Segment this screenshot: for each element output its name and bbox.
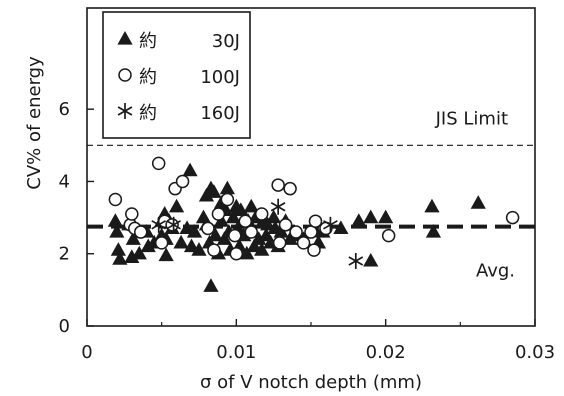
triangle-point xyxy=(124,249,140,263)
triangle-point xyxy=(282,231,298,245)
x-tick-label: 0.01 xyxy=(216,342,256,363)
circle-point xyxy=(108,192,123,207)
legend-label-value: 30J xyxy=(212,31,240,52)
jis-limit-label: JIS Limit xyxy=(435,108,508,129)
data-points xyxy=(107,156,520,292)
circle-point xyxy=(244,225,259,239)
circle-point xyxy=(254,207,269,221)
triangle-point xyxy=(216,231,232,245)
asterisk-point xyxy=(348,252,364,269)
triangle-point xyxy=(363,252,379,267)
legend-label-prefix: 約 xyxy=(139,67,157,88)
y-axis: 0 2 4 6 xyxy=(59,99,94,337)
circle-point xyxy=(201,221,215,236)
circle-point xyxy=(207,243,221,257)
x-tick-label: 0.02 xyxy=(366,342,406,363)
triangle-point xyxy=(243,198,259,213)
legend-item: 約 100J xyxy=(118,67,240,88)
triangle-point xyxy=(110,242,126,256)
triangle-point xyxy=(203,278,219,292)
asterisk-point xyxy=(270,198,286,215)
triangle-point xyxy=(112,251,128,265)
legend-label-value: 160J xyxy=(200,103,240,124)
legend-triangle-icon xyxy=(117,31,133,45)
legend-circle-icon xyxy=(118,68,132,82)
legend-asterisk-icon xyxy=(117,103,133,119)
legend-label-prefix: 約 xyxy=(139,103,157,124)
triangle-point xyxy=(239,245,255,260)
circle-point xyxy=(289,225,303,239)
y-tick-label: 4 xyxy=(59,171,70,192)
circle-point xyxy=(220,192,235,207)
triangle-point xyxy=(425,224,442,238)
asterisk-point xyxy=(323,216,338,233)
triangle-point xyxy=(125,231,141,245)
triangle-point xyxy=(470,195,486,209)
triangle-point xyxy=(158,247,174,262)
triangle-point xyxy=(169,198,185,213)
triangle-point xyxy=(186,224,203,238)
circle-point xyxy=(278,218,293,232)
circle-point xyxy=(272,236,287,250)
triangle-point xyxy=(206,184,222,198)
x-axis: 0 0.01 0.02 0.03 xyxy=(81,319,555,363)
circle-point xyxy=(228,228,242,243)
x-tick-label: 0.03 xyxy=(515,342,555,363)
triangle-point xyxy=(333,220,349,235)
circle-point xyxy=(308,214,323,228)
triangle-point xyxy=(351,213,367,227)
circle-point xyxy=(229,246,244,261)
x-tick-label: 0 xyxy=(81,342,92,363)
circle-point xyxy=(238,214,253,228)
triangle-point xyxy=(207,227,224,242)
y-axis-title: CV% of energy xyxy=(24,56,45,190)
x-axis-title: σ of V notch depth (mm) xyxy=(200,372,422,393)
triangle-point xyxy=(182,162,198,177)
triangle-point xyxy=(424,198,440,213)
triangle-point xyxy=(109,224,125,238)
circle-point xyxy=(134,225,148,239)
triangle-point xyxy=(254,242,270,256)
circle-point xyxy=(271,178,285,192)
circle-point xyxy=(283,181,297,196)
legend-label-value: 100J xyxy=(200,67,240,88)
circle-point xyxy=(505,210,520,225)
circle-point xyxy=(296,236,311,250)
legend-label-prefix: 約 xyxy=(139,31,157,52)
triangle-point xyxy=(107,213,123,227)
circle-point xyxy=(211,207,226,221)
y-tick-label: 2 xyxy=(59,244,70,265)
y-tick-label: 6 xyxy=(59,99,70,120)
triangle-point xyxy=(266,209,282,224)
triangle-point xyxy=(131,245,147,260)
legend: 約 30J 約 100J 約 160J xyxy=(102,11,251,139)
circle-point xyxy=(154,236,169,250)
triangle-point xyxy=(191,242,207,256)
triangle-point xyxy=(273,224,289,238)
circle-point xyxy=(381,228,396,243)
average-label: Avg. xyxy=(476,261,515,282)
circle-point xyxy=(151,156,166,171)
triangle-point xyxy=(378,209,394,224)
asterisk-point xyxy=(151,216,167,233)
triangle-point xyxy=(198,187,215,202)
circle-point xyxy=(307,243,321,257)
y-tick-label: 0 xyxy=(59,316,70,337)
circle-point xyxy=(175,174,190,189)
triangle-point xyxy=(140,238,156,253)
triangle-point xyxy=(219,180,235,195)
triangle-point xyxy=(363,209,379,224)
legend-item: 約 160J xyxy=(117,103,240,124)
legend-item: 約 30J xyxy=(117,31,240,52)
triangle-point xyxy=(173,234,189,249)
asterisk-point xyxy=(166,216,181,233)
triangle-point xyxy=(251,231,267,245)
circle-point xyxy=(125,207,139,221)
triangle-point xyxy=(225,209,241,224)
